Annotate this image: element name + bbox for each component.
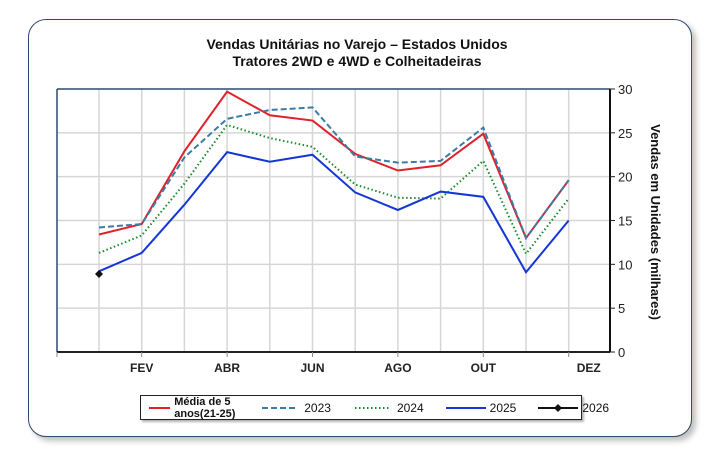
y-tick-label: 5 [618, 301, 625, 316]
chart-subtitle: Tratores 2WD e 4WD e Colheitadeiras [232, 53, 482, 69]
x-tick-label: ABR [214, 361, 240, 375]
legend-swatch-media [149, 406, 171, 409]
legend-swatch-2024 [354, 406, 391, 409]
y-tick-label: 0 [618, 345, 625, 360]
x-tick-label: OUT [471, 361, 497, 375]
x-tick-label: AGO [384, 361, 411, 375]
legend-item-2023: 2023 [260, 401, 331, 415]
chart-title-block: Vendas Unitárias no Varejo – Estados Uni… [0, 36, 718, 70]
y-tick-label: 25 [618, 126, 632, 141]
series-lines [95, 90, 570, 278]
data-point-2026 [95, 269, 103, 278]
legend-label: 2024 [396, 400, 424, 415]
legend-label: 2023 [304, 400, 331, 415]
series-line-2024 [98, 123, 570, 256]
series-line-2023 [98, 106, 570, 241]
series-line-2025 [98, 151, 570, 274]
y-tick-label: 20 [618, 170, 632, 185]
axes: 0 5 10 15 20 25 30 FEV ABR JUN AGO OUT DEZ [56, 82, 632, 375]
y-axis-label: Vendas em Unidades (milhares) [648, 124, 663, 320]
legend-swatch-2023 [262, 406, 299, 409]
chart-title: Vendas Unitárias no Varejo – Estados Uni… [206, 36, 508, 52]
legend-label: 2025 [489, 400, 517, 415]
x-tick-label: DEZ [577, 361, 601, 375]
series-line-m-dia-de-5-anos-21-25- [98, 90, 570, 241]
legend-item-2025: 2025 [445, 400, 517, 415]
y-tick-label: 30 [618, 82, 632, 97]
legend-label: Média de 5 anos(21-25) [174, 395, 236, 420]
grid [57, 89, 610, 352]
x-tick-label: FEV [130, 361, 153, 375]
legend-item-2024: 2024 [353, 401, 424, 415]
legend: Média de 5 anos(21-25) 2023 2024 2025 20… [140, 395, 609, 420]
legend-item-2026: 2026 [538, 401, 609, 415]
y-tick-label: 10 [618, 257, 632, 272]
legend-label: 2026 [582, 400, 610, 415]
x-tick-label: JUN [300, 361, 324, 375]
legend-item-media: Média de 5 anos(21-25) [149, 396, 238, 420]
legend-swatch-2026 [538, 403, 579, 412]
legend-swatch-2025 [445, 406, 486, 409]
y-tick-label: 15 [618, 214, 632, 229]
